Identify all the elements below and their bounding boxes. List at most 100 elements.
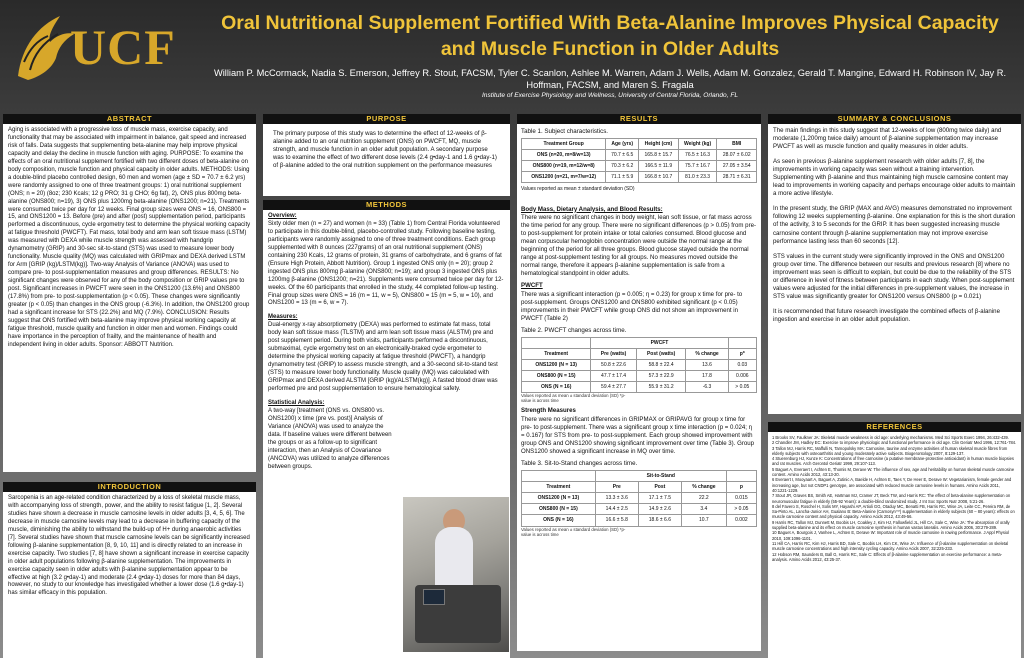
table1-caption: Table 1. Subject characteristics.: [521, 128, 609, 135]
stats-text: A two-way [treatment (ONS vs. ONS800 vs.…: [268, 407, 392, 470]
table2-header: Treatment: [520, 348, 592, 361]
ucf-logo: UCF: [8, 6, 208, 86]
stats-title: Statistical Analysis:: [268, 399, 325, 406]
table1-header: BMI: [716, 138, 757, 151]
table2-header: p*: [727, 348, 758, 361]
table2-group-header: PWCFT: [590, 336, 729, 350]
reference-item: 3 Tallon MJ, Harris RC, Maffulli N, Tarn…: [772, 445, 1008, 456]
table2-cell: 0.03: [727, 359, 758, 372]
table-row: ONS (N = 16) 59.4 ± 27.7 55.9 ± 31.2 -6.…: [520, 381, 758, 394]
table3-header: % change: [680, 481, 727, 494]
table1-cell: 28.07 ± 6.02: [716, 149, 757, 162]
participant-cycling-photo: [403, 497, 509, 652]
summary-p3: In the present study, the GRIP (MAX and …: [773, 205, 1016, 245]
table1-cell: ONS800 (n=19, m=12/w=8): [520, 160, 607, 173]
poster-authors: William P. McCormack, Nadia S. Emerson, …: [213, 68, 1007, 90]
summary-panel: The main findings in this study suggest …: [768, 124, 1021, 414]
table-row: ONS (N = 16) 16.6 ± 5.8 18.6 ± 6.6 10.7 …: [521, 514, 758, 527]
table3-cell: 22.2: [680, 492, 727, 505]
column-3: RESULTS Table 1. Subject characteristics…: [517, 114, 761, 651]
table2-cell: 17.8: [685, 370, 729, 383]
table1-cell: ONS (n=20, m=8/w=13): [520, 149, 607, 162]
table3-cell: 0.002: [725, 514, 758, 527]
table2-cell: 59.4 ± 27.7: [590, 381, 637, 394]
table3-cell: 17.1 ± 7.5: [637, 492, 682, 505]
table2-cell: > 0.05: [727, 381, 758, 394]
measures-text: Dual-energy x-ray absorptiometry (DEXA) …: [268, 322, 498, 393]
table1-cell: 28.71 ± 6.31: [716, 171, 757, 184]
overview-text: Sixty older men (n = 27) and women (n = …: [268, 220, 504, 307]
table1-cell: 165.8 ± 15.7: [638, 149, 679, 162]
table2-cell: 47.7 ± 17.4: [590, 370, 637, 383]
reference-item: 12 Hobson RM, Saunders B, Ball G, Harris…: [772, 551, 1003, 562]
table3-note: Values reported as mean ± standard devia…: [521, 526, 626, 537]
table2-cell: 50.8 ± 22.6: [590, 359, 637, 372]
table1-cell: 76.5 ± 16.3: [677, 149, 718, 162]
table1-header: Treatment Group: [520, 138, 607, 151]
summary-p5: It is recommended that future research i…: [773, 307, 1000, 323]
table3-header: p: [725, 481, 758, 494]
table3-header: Post: [637, 481, 682, 494]
introduction-heading: INTRODUCTION: [3, 482, 256, 492]
table3-cell: 13.3 ± 3.6: [594, 492, 639, 505]
abstract-panel: Aging is associated with a progressive l…: [3, 124, 256, 472]
table1: Treatment Group Age (yrs) Height (cm) We…: [520, 138, 757, 184]
table1-cell: 27.05 ± 3.54: [716, 160, 757, 173]
purpose-panel: The primary purpose of this study was to…: [263, 124, 510, 196]
table3-header: Treatment: [521, 481, 596, 494]
reference-item: 11 Hill CA, Harris RC, Kim HJ, Harris BD…: [772, 540, 1009, 552]
table2-header: Pre (watts): [590, 348, 637, 361]
table1-cell: 70.7 ± 6.5: [605, 149, 640, 162]
table-row: ONS800 (N = 15) 14.4 ± 2.5 14.9 ± 2.6 3.…: [521, 503, 758, 516]
reference-item: 6 Everaert I, Mooyaart A, Baguet A, Zuti…: [772, 477, 1012, 493]
purpose-text: The primary purpose of this study was to…: [273, 130, 497, 170]
table3-cell: 18.6 ± 6.6: [637, 514, 682, 527]
table2-cell: 58.8 ± 22.4: [635, 359, 687, 372]
column-1: ABSTRACT Aging is associated with a prog…: [3, 114, 256, 658]
table2-cell: ONS1200 (N = 13): [520, 359, 592, 372]
table3: Sit-to-Stand Treatment Pre Post % change…: [521, 470, 758, 527]
table1-cell: 71.1 ± 5.9: [605, 171, 640, 184]
column-4: SUMMARY & CONCLUSIONS The main findings …: [768, 114, 1021, 658]
table-row: ONS1200 (n=21, m=7/w=12) 71.1 ± 5.9 166.…: [520, 171, 757, 184]
table2-cell: 57.3 ± 22.9: [635, 370, 687, 383]
pwc-text: There was a significant interaction (p =…: [521, 290, 743, 322]
abstract-heading: ABSTRACT: [3, 114, 256, 124]
table-row: ONS (n=20, m=8/w=13) 70.7 ± 6.5 165.8 ± …: [520, 149, 757, 162]
table3-cell: 16.6 ± 5.8: [594, 514, 639, 527]
table1-cell: ONS1200 (n=21, m=7/w=12): [520, 171, 607, 184]
table3-group-header: Sit-to-Stand: [594, 470, 727, 483]
results-heading: RESULTS: [517, 114, 761, 124]
reference-item: 2 Chandler JM, Hadley EC: Exercise to im…: [772, 440, 1017, 446]
summary-p1: The main findings in this study suggest …: [773, 127, 1002, 151]
table2-cell: ONS (N = 16): [520, 381, 592, 394]
table-row: ONS1200 (N = 13) 13.3 ± 3.6 17.1 ± 7.5 2…: [521, 492, 758, 505]
table3-cell: 0.015: [725, 492, 758, 505]
table1-cell: 70.3 ± 6.2: [605, 160, 640, 173]
body-mass-title: Body Mass, Dietary Analysis, and Blood R…: [521, 205, 663, 213]
methods-heading: METHODS: [263, 200, 510, 210]
reference-item: 5 Baguet A, Everaert I, Achten E, Thomis…: [772, 466, 1015, 478]
strength-title: Strength Measures: [521, 407, 576, 415]
table1-note: Values reported as mean ± standard devia…: [521, 186, 635, 193]
table-row: ONS1200 (N = 13) 50.8 ± 22.6 58.8 ± 22.4…: [520, 359, 758, 372]
reference-item: 7 Stout JR, Graves BS, Smith AE, Hartman…: [772, 493, 1011, 504]
purpose-heading: PURPOSE: [263, 114, 510, 124]
table2-header: Post (watts): [635, 348, 687, 361]
table3-cell: 3.4: [680, 503, 727, 516]
summary-p2: As seen in previous β-alanine supplement…: [773, 158, 1016, 198]
table3-cell: 14.4 ± 2.5: [594, 503, 639, 516]
table3-cell: ONS800 (N = 15): [521, 503, 596, 516]
table1-cell: 166.8 ± 10.7: [638, 171, 679, 184]
table2: PWCFT Treatment Pre (watts) Post (watts)…: [520, 336, 758, 394]
table3-cell: ONS (N = 16): [521, 514, 596, 527]
table1-cell: 75.7 ± 16.7: [677, 160, 718, 173]
poster-institution: Institute of Exercise Physiology and Wel…: [481, 92, 739, 99]
table3-cell: ONS1200 (N = 13): [521, 492, 596, 505]
table-row: ONS800 (n=19, m=12/w=8) 70.3 ± 6.2 166.5…: [520, 160, 757, 173]
logo-text: UCF: [70, 19, 176, 75]
table1-header: Height (cm): [638, 138, 679, 151]
table1-cell: 166.5 ± 11.9: [638, 160, 679, 173]
body-mass-text: There were no significant changes in bod…: [521, 213, 757, 278]
poster-title: Oral Nutritional Supplement Fortified Wi…: [221, 12, 999, 60]
